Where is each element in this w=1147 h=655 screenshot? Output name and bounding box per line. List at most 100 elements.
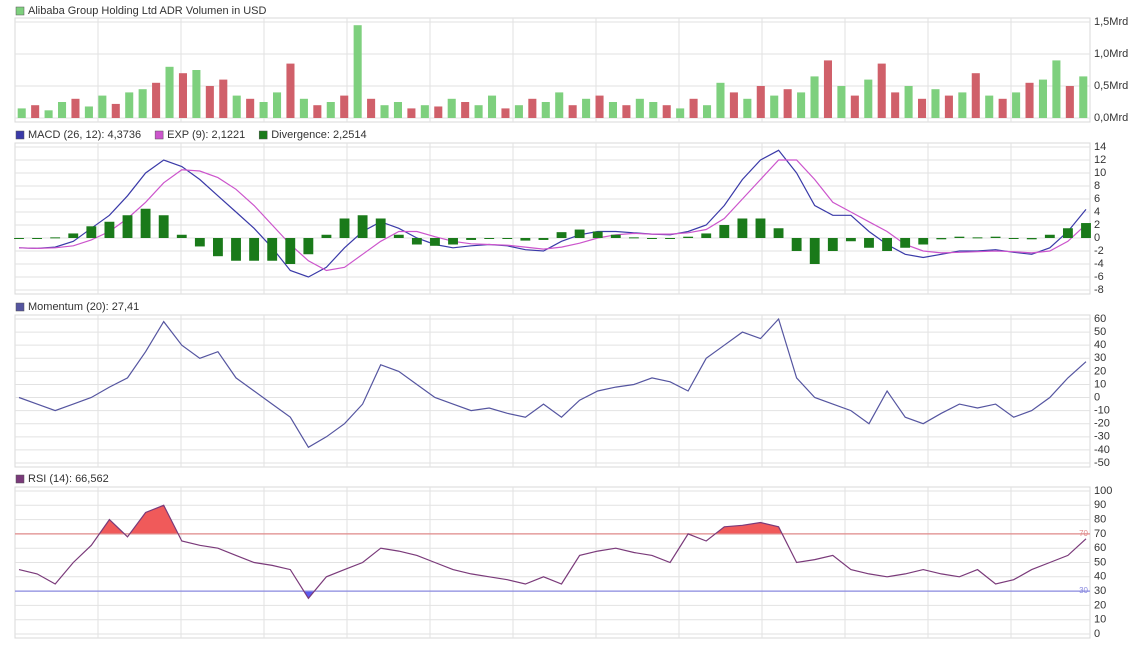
volume-bar [918, 98, 927, 118]
series-line [18, 159, 1087, 272]
volume-bar [219, 79, 228, 118]
volume-bar [528, 98, 537, 118]
series-line [18, 149, 1087, 278]
legend-swatch [15, 6, 25, 16]
y-tick-label: -6 [1094, 271, 1104, 283]
y-tick-label: -2 [1094, 245, 1104, 257]
volume-bar [985, 95, 994, 118]
divergence-bar [845, 238, 856, 242]
divergence-bar [213, 238, 223, 257]
divergence-bar [285, 238, 296, 264]
volume-bar [1079, 76, 1088, 118]
y-tick-label: 80 [1094, 514, 1106, 526]
zone-fill [99, 505, 783, 534]
volume-bar [165, 66, 174, 118]
volume-bar [461, 102, 470, 118]
divergence-bar [14, 238, 24, 239]
y-tick-label: 0 [1094, 628, 1100, 640]
y-tick-label: 0,0Mrd [1094, 112, 1128, 124]
plot-frame [14, 17, 1091, 123]
divergence-bar [520, 238, 531, 241]
volume-bar [286, 63, 295, 118]
volume-bar [501, 108, 510, 118]
divergence-bar [1044, 234, 1055, 238]
plot-frame [14, 142, 1091, 295]
volume-bar [931, 89, 940, 118]
divergence-bar [122, 215, 133, 238]
y-tick-label: -8 [1094, 284, 1104, 296]
volume-bar [891, 92, 900, 118]
legend-label: Divergence: 2,2514 [271, 129, 366, 141]
volume-bar [716, 82, 725, 118]
y-tick-label: 14 [1094, 141, 1106, 153]
divergence-bar [610, 234, 621, 238]
volume-bar [555, 92, 564, 118]
legend-label: Alibaba Group Holding Ltd ADR Volumen in… [28, 5, 267, 17]
y-tick-label: -40 [1094, 444, 1110, 456]
y-tick-label: 50 [1094, 326, 1106, 338]
divergence-bar [176, 234, 187, 238]
volume-bar [98, 95, 107, 118]
divergence-bar [231, 238, 241, 261]
volume-bar [582, 98, 591, 118]
y-tick-label: 30 [1094, 352, 1106, 364]
y-tick-label: 1,0Mrd [1094, 48, 1128, 60]
volume-bar [1012, 92, 1021, 118]
y-tick-label: 12 [1094, 154, 1106, 166]
divergence-bar [339, 218, 350, 238]
divergence-bar [502, 238, 513, 239]
divergence-bar [773, 228, 784, 238]
volume-bar [17, 108, 26, 118]
y-tick-label: 6 [1094, 193, 1100, 205]
volume-bar [1038, 79, 1047, 118]
divergence-bar [448, 238, 458, 245]
volume-bar [743, 98, 752, 118]
divergence-bar [50, 237, 61, 239]
divergence-bar [918, 238, 929, 245]
y-tick-label: 70 [1094, 528, 1106, 540]
divergence-bar [158, 215, 169, 238]
volume-bar [380, 105, 389, 118]
divergence-bar [827, 238, 838, 251]
divergence-bar [86, 226, 97, 238]
volume-bar [44, 110, 53, 118]
volume-bar [367, 98, 376, 118]
legend-swatch [258, 130, 268, 140]
divergence-bar [882, 238, 892, 251]
divergence-bar [990, 236, 1001, 238]
volume-bar [756, 86, 765, 118]
volume-bar [783, 89, 792, 118]
y-tick-label: -4 [1094, 258, 1104, 270]
divergence-bar [864, 238, 874, 248]
divergence-bar [592, 231, 603, 238]
volume-bar [474, 105, 483, 118]
y-tick-label: 90 [1094, 499, 1106, 511]
divergence-bar [393, 234, 404, 238]
volume-bar [1065, 86, 1074, 118]
plot-frame [14, 314, 1091, 468]
y-tick-label: 30 [1094, 585, 1106, 597]
volume-bar [488, 95, 497, 118]
divergence-bar [972, 237, 983, 239]
volume-bar [850, 95, 859, 118]
volume-bar [998, 98, 1007, 118]
legend-swatch [15, 302, 25, 312]
volume-bar [84, 106, 93, 118]
divergence-bar [665, 238, 675, 239]
y-tick-label: 60 [1094, 313, 1106, 325]
y-tick-label: 10 [1094, 378, 1106, 390]
divergence-bar [574, 229, 585, 238]
divergence-bar [1026, 238, 1037, 240]
y-tick-label: 0 [1094, 232, 1100, 244]
y-tick-label: 20 [1094, 599, 1106, 611]
legend-label: MACD (26, 12): 4,3736 [28, 129, 141, 141]
divergence-bar [954, 236, 965, 238]
volume-bar [125, 92, 134, 118]
divergence-bar [737, 218, 748, 238]
divergence-bar [538, 238, 549, 240]
volume-bar [541, 102, 550, 118]
volume-bar [192, 70, 201, 118]
divergence-bar [68, 233, 79, 238]
legend-swatch [154, 130, 164, 140]
divergence-bar [375, 218, 386, 238]
